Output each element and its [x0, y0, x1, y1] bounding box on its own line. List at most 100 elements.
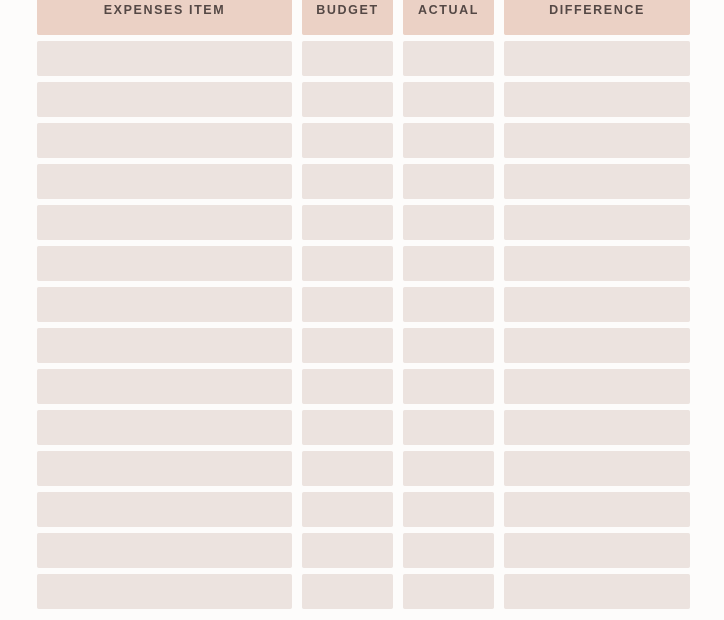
table-cell-item[interactable] — [37, 164, 292, 199]
table-cell-item[interactable] — [37, 533, 292, 568]
table-row — [37, 41, 690, 76]
table-cell-difference[interactable] — [504, 123, 690, 158]
table-cell-value — [37, 533, 292, 568]
table-cell-value — [37, 82, 292, 117]
table-cell-difference[interactable] — [504, 246, 690, 281]
table-cell-actual[interactable] — [403, 82, 494, 117]
table-cell-difference[interactable] — [504, 451, 690, 486]
table-cell-value — [504, 82, 690, 117]
table-cell-value — [403, 82, 494, 117]
table-cell-value — [403, 41, 494, 76]
column-header-expenses-item[interactable]: EXPENSES ITEM — [37, 0, 292, 35]
table-cell-item[interactable] — [37, 369, 292, 404]
table-cell-actual[interactable] — [403, 328, 494, 363]
table-cell-item[interactable] — [37, 574, 292, 609]
table-cell-item[interactable] — [37, 246, 292, 281]
table-cell-actual[interactable] — [403, 246, 494, 281]
table-cell-actual[interactable] — [403, 574, 494, 609]
table-cell-difference[interactable] — [504, 328, 690, 363]
table-cell-actual[interactable] — [403, 410, 494, 445]
table-cell-difference[interactable] — [504, 287, 690, 322]
table-cell-difference[interactable] — [504, 574, 690, 609]
table-cell-difference[interactable] — [504, 492, 690, 527]
table-cell-value — [504, 287, 690, 322]
table-cell-value — [37, 41, 292, 76]
table-cell-difference[interactable] — [504, 82, 690, 117]
table-cell-actual[interactable] — [403, 369, 494, 404]
table-cell-value — [37, 410, 292, 445]
table-cell-item[interactable] — [37, 287, 292, 322]
table-cell-budget[interactable] — [302, 246, 393, 281]
column-header-difference[interactable]: DIFFERENCE — [504, 0, 690, 35]
table-cell-value — [504, 533, 690, 568]
table-cell-actual[interactable] — [403, 123, 494, 158]
table-cell-value — [504, 492, 690, 527]
table-cell-budget[interactable] — [302, 533, 393, 568]
table-row — [37, 205, 690, 240]
table-cell-value — [37, 246, 292, 281]
column-header-budget[interactable]: BUDGET — [302, 0, 393, 35]
table-cell-item[interactable] — [37, 123, 292, 158]
table-cell-value — [302, 328, 393, 363]
table-cell-difference[interactable] — [504, 369, 690, 404]
table-cell-value — [37, 123, 292, 158]
table-cell-item[interactable] — [37, 41, 292, 76]
table-cell-budget[interactable] — [302, 205, 393, 240]
table-cell-value — [302, 82, 393, 117]
table-cell-value — [403, 164, 494, 199]
table-cell-difference[interactable] — [504, 41, 690, 76]
table-cell-budget[interactable] — [302, 328, 393, 363]
table-cell-item[interactable] — [37, 492, 292, 527]
table-cell-actual[interactable] — [403, 41, 494, 76]
table-cell-value — [504, 205, 690, 240]
table-cell-difference[interactable] — [504, 164, 690, 199]
table-cell-item[interactable] — [37, 451, 292, 486]
table-cell-value — [302, 410, 393, 445]
table-cell-budget[interactable] — [302, 451, 393, 486]
column-header-label: ACTUAL — [418, 3, 479, 18]
table-cell-value — [504, 451, 690, 486]
column-header-label: BUDGET — [316, 3, 379, 18]
table-cell-value — [403, 451, 494, 486]
table-cell-value — [504, 328, 690, 363]
table-cell-difference[interactable] — [504, 410, 690, 445]
table-cell-actual[interactable] — [403, 164, 494, 199]
table-cell-value — [403, 533, 494, 568]
table-cell-item[interactable] — [37, 410, 292, 445]
table-cell-value — [302, 123, 393, 158]
table-cell-difference[interactable] — [504, 205, 690, 240]
table-cell-value — [504, 574, 690, 609]
table-cell-value — [504, 246, 690, 281]
table-cell-value — [302, 451, 393, 486]
table-cell-budget[interactable] — [302, 574, 393, 609]
table-cell-value — [302, 574, 393, 609]
table-cell-budget[interactable] — [302, 410, 393, 445]
table-cell-value — [504, 164, 690, 199]
table-row — [37, 410, 690, 445]
column-header-actual[interactable]: ACTUAL — [403, 0, 494, 35]
table-cell-budget[interactable] — [302, 287, 393, 322]
table-cell-value — [403, 287, 494, 322]
table-cell-value — [37, 164, 292, 199]
table-cell-budget[interactable] — [302, 41, 393, 76]
table-cell-budget[interactable] — [302, 164, 393, 199]
table-cell-item[interactable] — [37, 328, 292, 363]
table-cell-actual[interactable] — [403, 287, 494, 322]
table-cell-value — [504, 123, 690, 158]
table-cell-budget[interactable] — [302, 492, 393, 527]
table-cell-budget[interactable] — [302, 123, 393, 158]
table-cell-difference[interactable] — [504, 533, 690, 568]
table-row — [37, 287, 690, 322]
table-cell-item[interactable] — [37, 205, 292, 240]
table-cell-actual[interactable] — [403, 492, 494, 527]
column-header-label: EXPENSES ITEM — [103, 3, 226, 18]
table-cell-actual[interactable] — [403, 205, 494, 240]
table-cell-item[interactable] — [37, 82, 292, 117]
table-row — [37, 533, 690, 568]
table-cell-value — [504, 41, 690, 76]
table-cell-actual[interactable] — [403, 533, 494, 568]
table-cell-actual[interactable] — [403, 451, 494, 486]
table-row — [37, 164, 690, 199]
table-cell-budget[interactable] — [302, 369, 393, 404]
table-cell-budget[interactable] — [302, 82, 393, 117]
